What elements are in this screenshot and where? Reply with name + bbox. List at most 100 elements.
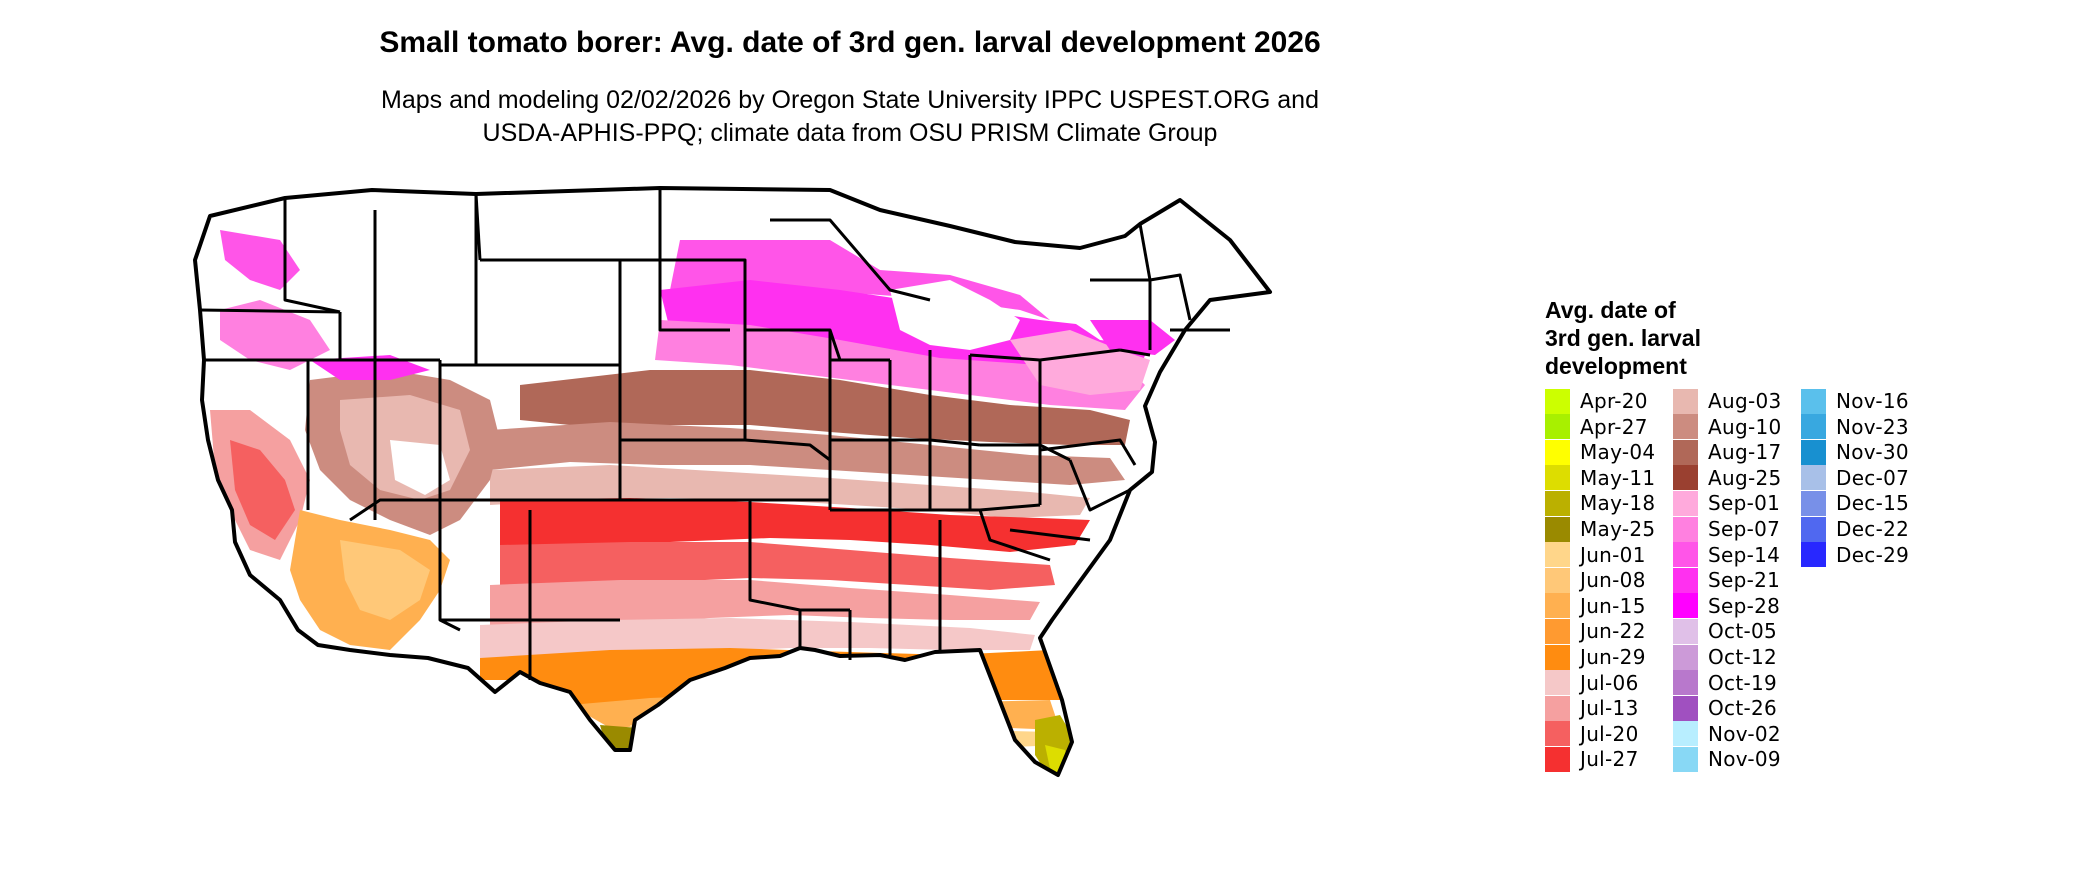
legend-item: Sep-14: [1673, 542, 1780, 568]
legend-label: Jun-15: [1580, 593, 1646, 618]
legend: Apr-20 Apr-27 May-04 May-11 May-18 May-25 Jun-…: [1545, 388, 1965, 778]
legend-item: Sep-21: [1673, 567, 1780, 593]
legend-swatch: [1673, 593, 1698, 619]
legend-item: Jun-29: [1545, 644, 1646, 670]
legend-swatch: [1545, 746, 1570, 772]
legend-item: Jul-13: [1545, 695, 1639, 721]
legend-label: May-25: [1580, 517, 1656, 541]
legend-swatch: [1673, 542, 1698, 568]
legend-item: Dec-29: [1801, 542, 1909, 568]
state-borders: [199, 188, 1230, 680]
legend-label: Sep-07: [1708, 517, 1781, 541]
legend-item: May-18: [1545, 490, 1655, 516]
legend-item: Dec-15: [1801, 490, 1909, 516]
legend-label: Sep-14: [1708, 542, 1781, 567]
legend-item: Oct-26: [1673, 695, 1777, 721]
legend-swatch: [1545, 618, 1570, 644]
legend-label: Jun-22: [1580, 619, 1646, 644]
legend-swatch: [1545, 695, 1570, 721]
legend-swatch: [1673, 439, 1698, 465]
legend-label: Aug-03: [1708, 389, 1782, 413]
legend-swatch: [1673, 465, 1698, 491]
legend-label: May-11: [1580, 465, 1656, 490]
legend-item: Sep-01: [1673, 490, 1780, 516]
legend-swatch: [1545, 593, 1570, 619]
legend-swatch: [1545, 414, 1570, 440]
legend-item: Jun-01: [1545, 542, 1646, 568]
legend-swatch: [1801, 490, 1826, 516]
legend-swatch: [1673, 695, 1698, 721]
legend-label: Jul-13: [1580, 696, 1639, 721]
legend-label: Nov-30: [1836, 440, 1909, 465]
legend-item: Nov-23: [1801, 414, 1909, 440]
legend-label: Aug-10: [1708, 414, 1782, 439]
legend-item: Jun-22: [1545, 618, 1646, 644]
legend-item: Aug-03: [1673, 388, 1782, 414]
legend-item: Sep-07: [1673, 516, 1780, 542]
legend-swatch: [1545, 490, 1570, 516]
legend-swatch: [1673, 670, 1698, 696]
legend-swatch: [1545, 567, 1570, 593]
legend-item: Apr-20: [1545, 388, 1648, 414]
legend-label: Apr-20: [1580, 389, 1648, 413]
legend-item: Aug-17: [1673, 439, 1782, 465]
legend-swatch: [1673, 746, 1698, 772]
legend-swatch: [1545, 542, 1570, 568]
legend-label: Oct-26: [1708, 696, 1778, 721]
legend-label: Dec-07: [1836, 465, 1910, 490]
legend-label: Jun-08: [1580, 568, 1646, 593]
legend-swatch: [1673, 567, 1698, 593]
legend-swatch: [1801, 414, 1826, 440]
map-title: Small tomato borer: Avg. date of 3rd gen…: [379, 26, 1321, 59]
legend-swatch: [1545, 516, 1570, 542]
legend-item: Jul-06: [1545, 670, 1639, 696]
legend-label: Sep-21: [1708, 568, 1781, 593]
legend-label: Aug-25: [1708, 465, 1782, 490]
legend-label: Jul-06: [1580, 670, 1639, 695]
legend-title-line-2: 3rd gen. larval: [1545, 325, 1701, 351]
legend-label: Jul-20: [1580, 721, 1639, 746]
legend-swatch: [1673, 721, 1698, 747]
legend-item: Aug-25: [1673, 465, 1782, 491]
legend-title: Avg. date of 3rd gen. larval development: [1545, 296, 1701, 380]
legend-label: Oct-05: [1708, 619, 1778, 644]
legend-swatch: [1801, 465, 1826, 491]
legend-item: Oct-05: [1673, 618, 1777, 644]
legend-swatch: [1545, 388, 1570, 414]
legend-swatch: [1673, 414, 1698, 440]
legend-item: Nov-16: [1801, 388, 1909, 414]
legend-label: Nov-16: [1836, 389, 1909, 413]
legend-swatch: [1801, 516, 1826, 542]
subtitle-line-2: USDA-APHIS-PPQ; climate data from OSU PR…: [482, 119, 1218, 147]
legend-label: Sep-01: [1708, 491, 1781, 516]
legend-swatch: [1545, 439, 1570, 465]
legend-label: Oct-19: [1708, 670, 1778, 695]
legend-swatch: [1801, 388, 1826, 414]
legend-swatch: [1673, 618, 1698, 644]
legend-swatch: [1673, 388, 1698, 414]
subtitle-line-1: Maps and modeling 02/02/2026 by Oregon S…: [381, 86, 1319, 114]
legend-item: May-04: [1545, 439, 1655, 465]
legend-swatch: [1545, 465, 1570, 491]
legend-item: Jun-08: [1545, 567, 1646, 593]
legend-swatch: [1545, 644, 1570, 670]
legend-item: Apr-27: [1545, 414, 1648, 440]
legend-item: Sep-28: [1673, 593, 1780, 619]
us-degree-day-map: [193, 186, 1272, 777]
legend-swatch: [1673, 644, 1698, 670]
map-subtitle: Maps and modeling 02/02/2026 by Oregon S…: [0, 84, 1700, 150]
legend-swatch: [1801, 439, 1826, 465]
legend-item: Oct-12: [1673, 644, 1777, 670]
legend-label: Jun-01: [1580, 542, 1646, 567]
legend-title-line-1: Avg. date of: [1545, 297, 1676, 323]
legend-item: Dec-22: [1801, 516, 1909, 542]
legend-item: Dec-07: [1801, 465, 1909, 491]
legend-item: Jul-27: [1545, 746, 1639, 772]
map-fill: [195, 188, 1270, 775]
legend-title-line-3: development: [1545, 353, 1687, 379]
legend-label: Sep-28: [1708, 593, 1781, 618]
legend-item: Jul-20: [1545, 721, 1639, 747]
legend-item: May-25: [1545, 516, 1655, 542]
legend-label: May-04: [1580, 440, 1656, 465]
legend-item: May-11: [1545, 465, 1655, 491]
